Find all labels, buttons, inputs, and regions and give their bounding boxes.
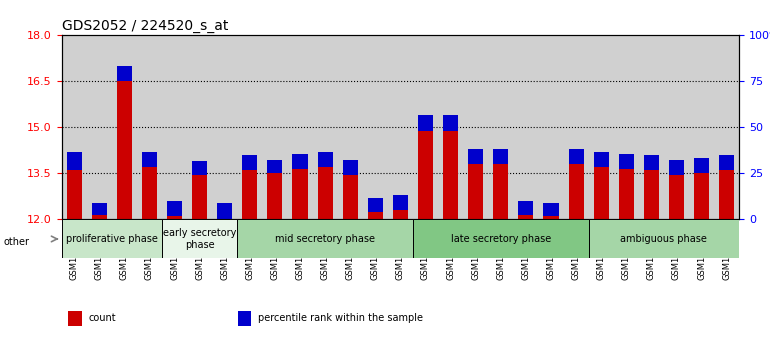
Bar xyxy=(669,160,684,175)
Bar xyxy=(468,149,484,164)
FancyBboxPatch shape xyxy=(588,219,739,258)
Bar xyxy=(142,152,157,167)
FancyBboxPatch shape xyxy=(413,219,588,258)
Bar xyxy=(238,311,251,326)
FancyBboxPatch shape xyxy=(62,219,162,258)
Bar xyxy=(719,155,734,170)
Bar xyxy=(418,115,433,131)
Bar xyxy=(92,215,107,219)
Bar xyxy=(443,131,458,219)
Bar xyxy=(468,164,484,219)
Bar xyxy=(267,160,283,173)
Bar xyxy=(544,202,558,216)
Bar xyxy=(343,175,358,219)
Bar xyxy=(243,155,257,170)
Bar xyxy=(317,152,333,167)
Bar xyxy=(619,154,634,169)
Bar xyxy=(418,131,433,219)
Bar xyxy=(393,210,408,219)
Text: percentile rank within the sample: percentile rank within the sample xyxy=(258,313,423,324)
Bar xyxy=(669,175,684,219)
Bar xyxy=(343,160,358,175)
Bar xyxy=(67,170,82,219)
FancyBboxPatch shape xyxy=(162,219,237,258)
Text: late secretory phase: late secretory phase xyxy=(450,234,551,244)
Bar xyxy=(568,164,584,219)
Bar xyxy=(192,161,207,175)
Bar xyxy=(644,170,659,219)
Bar xyxy=(67,152,82,170)
Bar xyxy=(518,215,534,219)
Bar xyxy=(393,195,408,210)
Bar xyxy=(192,175,207,219)
Bar xyxy=(644,155,659,170)
Bar xyxy=(594,152,609,167)
Bar xyxy=(594,167,609,219)
Bar xyxy=(494,149,508,164)
Bar xyxy=(368,212,383,219)
Text: mid secretory phase: mid secretory phase xyxy=(275,234,375,244)
Bar xyxy=(317,167,333,219)
Bar xyxy=(167,216,182,219)
Bar xyxy=(293,169,307,219)
Text: count: count xyxy=(89,313,116,324)
Bar xyxy=(243,170,257,219)
Bar xyxy=(217,202,233,219)
Bar xyxy=(494,164,508,219)
Bar xyxy=(167,201,182,216)
Bar xyxy=(619,169,634,219)
Text: other: other xyxy=(4,238,30,247)
Bar xyxy=(142,167,157,219)
Bar xyxy=(293,154,307,169)
Bar xyxy=(368,198,383,212)
Text: GDS2052 / 224520_s_at: GDS2052 / 224520_s_at xyxy=(62,19,228,33)
Bar xyxy=(694,158,709,173)
Bar xyxy=(443,115,458,131)
FancyBboxPatch shape xyxy=(237,219,413,258)
Text: proliferative phase: proliferative phase xyxy=(66,234,158,244)
Text: ambiguous phase: ambiguous phase xyxy=(621,234,708,244)
Bar xyxy=(267,173,283,219)
Bar xyxy=(69,311,82,326)
Bar xyxy=(544,216,558,219)
Bar xyxy=(719,170,734,219)
Bar xyxy=(518,201,534,215)
Bar xyxy=(117,81,132,219)
Bar xyxy=(92,202,107,215)
Bar xyxy=(694,173,709,219)
Bar xyxy=(117,66,132,81)
Text: early secretory
phase: early secretory phase xyxy=(163,228,236,250)
Bar xyxy=(568,149,584,164)
